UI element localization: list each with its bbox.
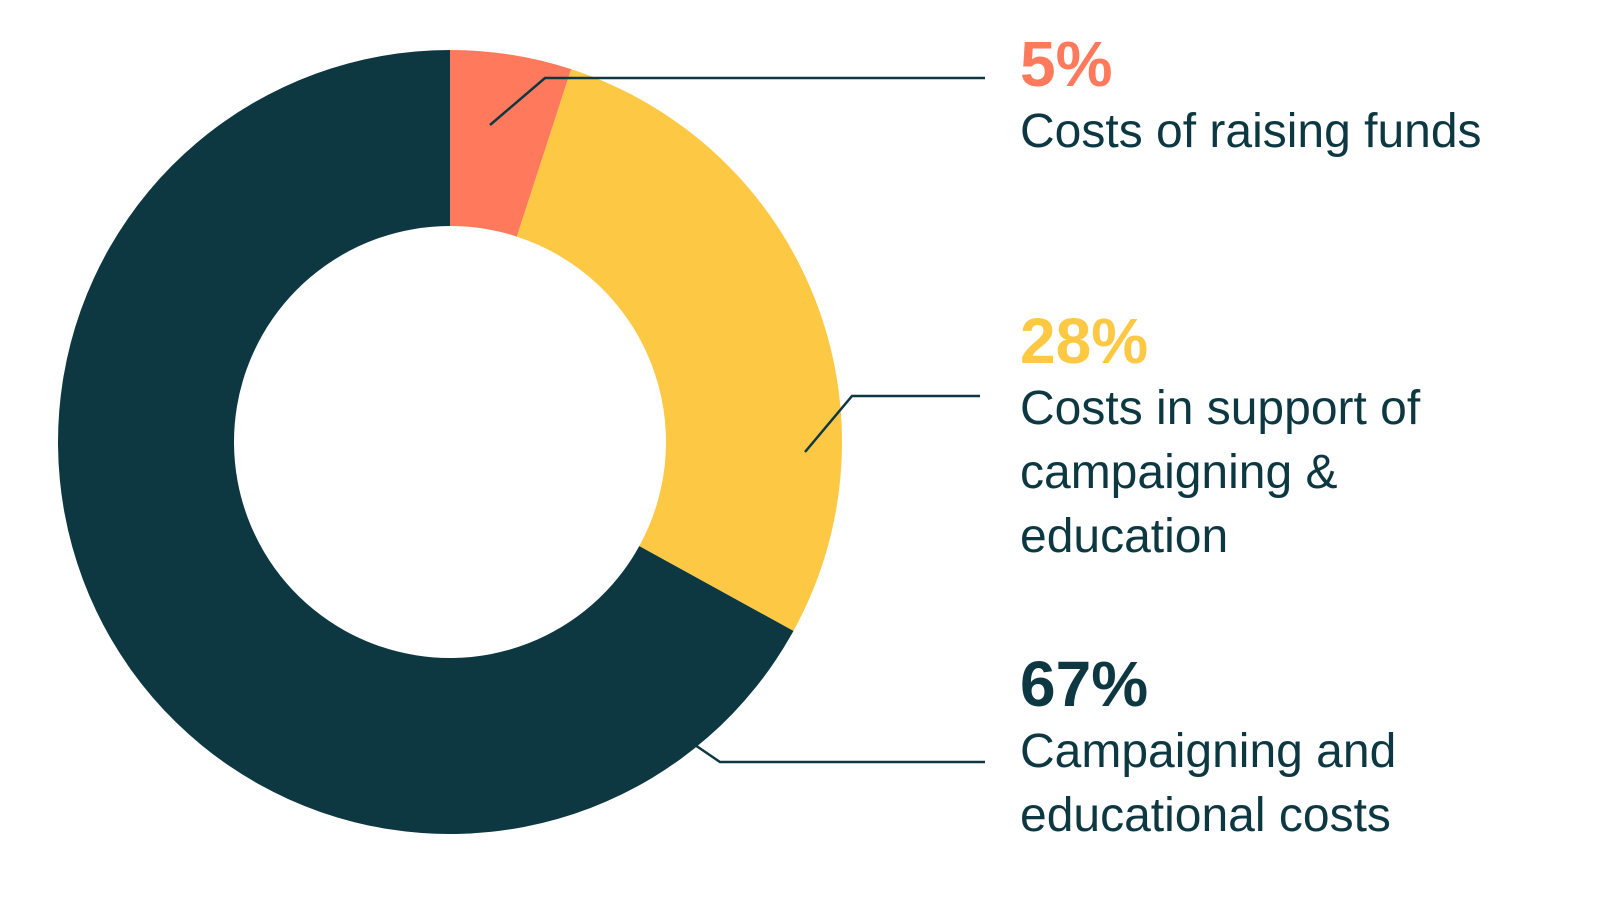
category-label: Costs in support of campaigning & educat… — [1020, 382, 1421, 563]
leader-line — [804, 394, 980, 453]
category-label: Costs of raising funds — [1020, 105, 1482, 158]
donut-slice — [450, 50, 572, 237]
legend-entry: 67% Campaigning and educational costs — [1020, 648, 1510, 848]
donut-slice — [57, 50, 794, 834]
leader-line — [694, 743, 985, 764]
value-label: 28% — [1020, 305, 1149, 377]
leader-line — [489, 76, 985, 126]
category-label: Campaigning and educational costs — [1020, 725, 1397, 842]
donut-slice — [516, 69, 842, 631]
legend-entry: 28% Costs in support of campaigning & edu… — [1020, 305, 1510, 569]
legend-entry: 5% Costs of raising funds — [1020, 28, 1510, 164]
value-label: 67% — [1020, 648, 1149, 720]
value-label: 5% — [1020, 28, 1113, 100]
